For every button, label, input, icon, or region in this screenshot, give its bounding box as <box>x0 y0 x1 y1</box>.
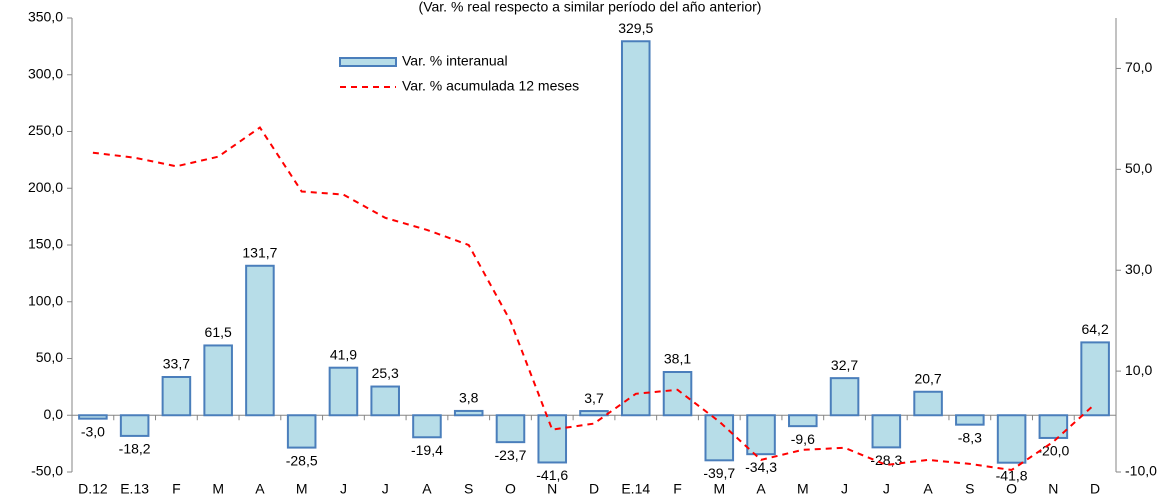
bar <box>704 414 735 462</box>
bar <box>286 414 317 449</box>
y2-tick-label: -10,0 <box>1125 463 1157 479</box>
x-tick-label: M <box>797 481 809 497</box>
x-tick-label: J <box>340 481 347 497</box>
bar <box>537 414 568 464</box>
x-tick-label: D <box>589 481 599 497</box>
y-tick-label: 250,0 <box>28 122 63 138</box>
y-tick-label: 300,0 <box>28 65 63 81</box>
bar <box>328 366 359 417</box>
data-label: 3,8 <box>459 390 479 406</box>
data-label: -19,4 <box>411 442 443 458</box>
x-tick-label: A <box>756 481 766 497</box>
x-tick-label: A <box>422 481 432 497</box>
bar <box>495 414 526 444</box>
x-tick-label: M <box>212 481 224 497</box>
data-label: 329,5 <box>618 20 653 36</box>
x-tick-label: S <box>464 481 473 497</box>
x-tick-label: O <box>1006 481 1017 497</box>
y-tick-label: -50,0 <box>31 463 63 479</box>
bar <box>996 414 1027 464</box>
y-tick-label: 100,0 <box>28 292 63 308</box>
y-tick-label: 0,0 <box>44 406 64 422</box>
data-label: 64,2 <box>1081 321 1108 337</box>
x-tick-label: M <box>713 481 725 497</box>
data-label: -9,6 <box>791 431 815 447</box>
data-label: -34,3 <box>745 459 777 475</box>
bar <box>370 385 400 417</box>
x-tick-label: D.12 <box>78 481 108 497</box>
bar <box>453 409 484 417</box>
x-tick-label: A <box>255 481 265 497</box>
x-tick-label: J <box>883 481 890 497</box>
x-tick-label: A <box>923 481 933 497</box>
bar <box>161 376 192 417</box>
y-tick-label: 150,0 <box>28 236 63 252</box>
y-tick-label: 350,0 <box>28 9 63 25</box>
bar <box>913 390 943 417</box>
bar <box>829 377 860 417</box>
x-tick-label: O <box>505 481 516 497</box>
x-tick-label: S <box>965 481 974 497</box>
bar <box>203 344 233 417</box>
legend-label: Var. % acumulada 12 meses <box>402 78 579 94</box>
x-tick-label: F <box>172 481 181 497</box>
x-tick-label: E.14 <box>621 481 650 497</box>
y2-tick-label: 10,0 <box>1125 362 1152 378</box>
bar <box>78 414 108 420</box>
data-label: -8,3 <box>958 429 982 445</box>
bar <box>955 414 985 426</box>
x-tick-label: D <box>1090 481 1100 497</box>
data-label: 25,3 <box>372 365 399 381</box>
bar <box>412 414 442 439</box>
bar <box>579 410 609 417</box>
y-tick-label: 200,0 <box>28 179 63 195</box>
data-label: 38,1 <box>664 351 691 367</box>
bar <box>620 40 651 417</box>
x-tick-label: N <box>547 481 557 497</box>
bar <box>662 371 693 417</box>
data-label: -23,7 <box>495 447 527 463</box>
bar <box>1080 341 1110 417</box>
bar <box>746 414 776 456</box>
bar <box>788 414 818 428</box>
data-label: -39,7 <box>703 465 735 481</box>
bar <box>871 414 902 449</box>
y2-tick-label: 30,0 <box>1125 261 1152 277</box>
data-label: 32,7 <box>831 357 858 373</box>
legend-swatch <box>339 57 397 67</box>
x-tick-label: N <box>1048 481 1058 497</box>
x-tick-label: E.13 <box>120 481 149 497</box>
bar <box>119 414 150 437</box>
y2-tick-label: 50,0 <box>1125 160 1152 176</box>
data-label: -18,2 <box>119 441 151 457</box>
y-tick-label: 50,0 <box>36 349 63 365</box>
data-label: 131,7 <box>242 244 277 260</box>
data-label: 33,7 <box>163 356 190 372</box>
x-tick-label: F <box>673 481 682 497</box>
chart-subtitle: (Var. % real respecto a similar período … <box>419 0 762 15</box>
data-label: 20,7 <box>914 370 941 386</box>
data-label: -20,0 <box>1037 443 1069 459</box>
x-tick-label: J <box>382 481 389 497</box>
data-label: -41,8 <box>996 467 1028 483</box>
bar <box>245 264 275 417</box>
data-label: -3,0 <box>81 423 105 439</box>
line <box>92 126 1096 472</box>
bar <box>1038 414 1069 439</box>
y2-tick-label: 70,0 <box>1125 59 1152 75</box>
data-label: 61,5 <box>205 324 232 340</box>
data-label: -28,3 <box>870 452 902 468</box>
data-label: 41,9 <box>330 346 357 362</box>
data-label: -41,6 <box>536 467 568 483</box>
data-label: 3,7 <box>584 390 604 406</box>
data-label: -28,5 <box>286 452 318 468</box>
legend-label: Var. % interanual <box>402 53 508 69</box>
x-tick-label: M <box>296 481 308 497</box>
x-tick-label: J <box>841 481 848 497</box>
